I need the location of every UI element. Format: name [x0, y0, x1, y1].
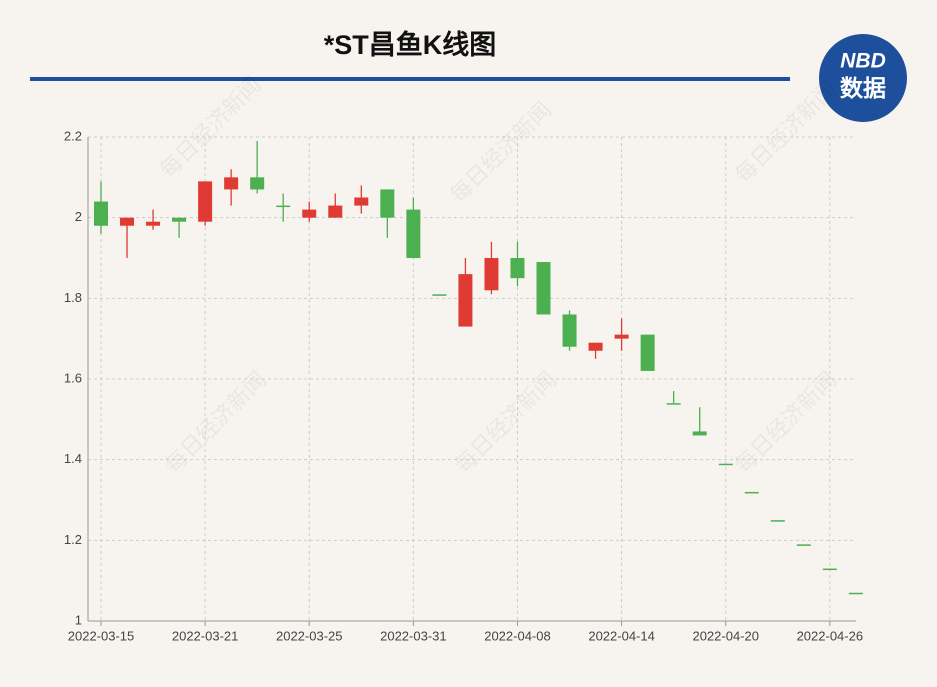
logo-text: 数据	[840, 75, 886, 101]
candle-body	[302, 209, 317, 218]
candle-body	[172, 217, 187, 222]
y-tick-label: 1.2	[64, 532, 82, 547]
candle-body	[94, 201, 108, 226]
candle-body	[848, 592, 863, 595]
x-tick-label: 2022-04-08	[484, 628, 551, 643]
candle-body	[276, 205, 291, 208]
candle-body	[198, 181, 213, 222]
x-tick-label: 2022-04-20	[692, 628, 759, 643]
candle-body	[224, 177, 239, 190]
candle-body	[640, 334, 655, 371]
candle-body	[484, 258, 499, 291]
candle-body	[406, 209, 421, 258]
x-tick-label: 2022-03-25	[276, 628, 343, 643]
x-tick-label: 2022-04-26	[797, 628, 864, 643]
x-tick-label: 2022-04-14	[588, 628, 655, 643]
candle-body	[380, 189, 395, 218]
candle-body	[510, 258, 525, 279]
candle-body	[718, 463, 733, 466]
y-tick-label: 2.2	[64, 128, 82, 143]
candle-body	[120, 217, 135, 226]
candle-body	[588, 342, 603, 351]
candle-body	[796, 544, 811, 546]
x-tick-label: 2022-03-15	[68, 628, 135, 643]
chart-title: *ST昌鱼K线图	[324, 30, 497, 60]
logo-text: NBD	[840, 50, 886, 73]
title-rule	[30, 77, 790, 81]
y-tick-label: 2	[75, 209, 82, 224]
candle-body	[562, 314, 577, 347]
x-tick-label: 2022-03-21	[172, 628, 239, 643]
y-tick-label: 1.6	[64, 370, 82, 385]
y-tick-label: 1.8	[64, 290, 82, 305]
candle-body	[328, 205, 343, 218]
candle-body	[458, 274, 473, 327]
candle-body	[614, 334, 629, 339]
x-tick-label: 2022-03-31	[380, 628, 447, 643]
candle-body	[666, 403, 681, 405]
candle-body	[692, 431, 707, 436]
candle-body	[822, 568, 837, 571]
candle-body	[146, 221, 161, 226]
logo	[819, 34, 907, 122]
candle-body	[744, 491, 759, 494]
candle-body	[354, 197, 369, 206]
candle-body	[770, 520, 785, 522]
candle-body	[536, 262, 551, 315]
y-tick-label: 1	[75, 612, 82, 627]
y-tick-label: 1.4	[64, 451, 82, 466]
candle-body	[432, 294, 447, 296]
candle-body	[250, 177, 265, 190]
